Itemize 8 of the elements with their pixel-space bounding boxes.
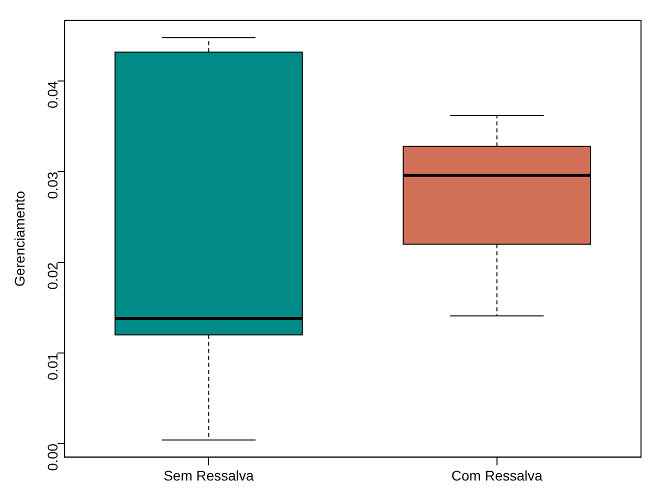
y-tick-label: 0.03 — [44, 172, 60, 199]
x-tick-label: Com Ressalva — [451, 467, 543, 484]
y-tick-label: 0.01 — [44, 352, 60, 380]
y-tick-label: 0.02 — [44, 262, 60, 290]
y-tick-label: 0.00 — [44, 443, 60, 471]
y-tick-label: 0.04 — [44, 80, 60, 108]
x-tick-label: Sem Ressalva — [164, 467, 254, 484]
y-axis-title: Gerenciamento — [11, 190, 28, 287]
